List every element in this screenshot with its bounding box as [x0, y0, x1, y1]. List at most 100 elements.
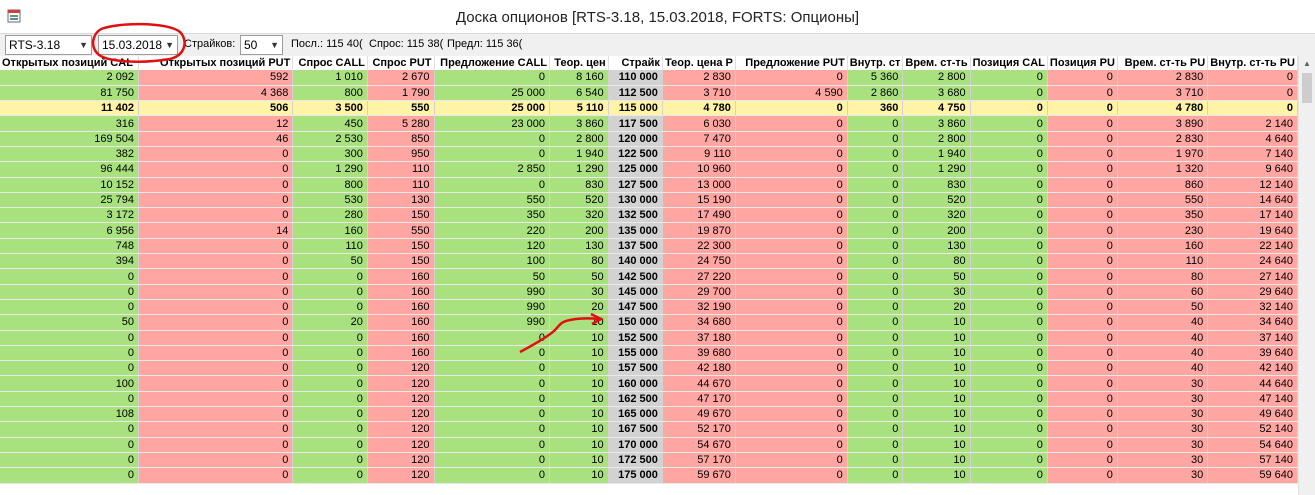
grid-cell[interactable]: 81 750 — [0, 85, 140, 102]
strike-row[interactable]: 382 0 300 950 0 1 940 122 500 9 110 0 0 1 940 0 0 1 9… — [0, 146, 1298, 163]
grid-cell[interactable]: 2 860 — [847, 85, 904, 102]
grid-cell[interactable]: 0 — [138, 345, 294, 362]
column-header[interactable]: Открытых позиций CAL — [0, 56, 140, 70]
grid-cell[interactable]: 40 — [1117, 330, 1209, 346]
grid-cell[interactable]: 0 — [1047, 437, 1118, 453]
grid-cell[interactable]: 0 — [434, 452, 550, 469]
strike-cell[interactable]: 130 000 — [608, 192, 663, 209]
grid-cell[interactable]: 10 — [549, 330, 609, 346]
grid-cell[interactable]: 0 — [970, 467, 1048, 484]
grid-cell[interactable]: 0 — [138, 146, 294, 163]
column-header[interactable]: Внутр. ст-ть PU — [1207, 56, 1298, 70]
grid-cell[interactable]: 0 — [292, 345, 368, 362]
grid-cell[interactable]: 0 — [0, 421, 140, 438]
grid-cell[interactable]: 0 — [292, 268, 368, 285]
grid-cell[interactable]: 29 640 — [1207, 284, 1298, 300]
grid-cell[interactable]: 0 — [847, 314, 904, 331]
grid-cell[interactable]: 0 — [138, 452, 294, 469]
grid-cell[interactable]: 37 180 — [662, 330, 736, 346]
grid-cell[interactable]: 0 — [735, 115, 848, 132]
grid-cell[interactable]: 0 — [970, 146, 1048, 163]
grid-cell[interactable]: 40 — [1117, 314, 1209, 331]
grid-cell[interactable]: 0 — [138, 391, 294, 408]
grid-cell[interactable]: 160 — [367, 330, 435, 346]
grid-cell[interactable]: 8 160 — [549, 70, 609, 86]
strike-cell[interactable]: 117 500 — [608, 115, 663, 132]
grid-cell[interactable]: 29 700 — [662, 284, 736, 300]
grid-cell[interactable]: 800 — [292, 85, 368, 102]
grid-cell[interactable]: 1 790 — [367, 85, 435, 102]
grid-cell[interactable]: 1 290 — [292, 161, 368, 178]
grid-cell[interactable]: 0 — [735, 222, 848, 239]
grid-cell[interactable]: 860 — [1117, 177, 1209, 193]
grid-cell[interactable]: 0 — [970, 421, 1048, 438]
strike-cell[interactable]: 170 000 — [608, 437, 663, 453]
strike-cell[interactable]: 115 000 — [608, 100, 663, 117]
grid-cell[interactable]: 50 — [292, 253, 368, 270]
grid-cell[interactable]: 0 — [1047, 115, 1118, 132]
grid-cell[interactable]: 52 140 — [1207, 421, 1298, 438]
grid-cell[interactable]: 2 830 — [1117, 131, 1209, 147]
grid-cell[interactable]: 3 500 — [292, 100, 368, 117]
grid-cell[interactable]: 10 — [902, 406, 971, 423]
grid-cell[interactable]: 0 — [292, 284, 368, 300]
grid-cell[interactable]: 0 — [138, 314, 294, 331]
grid-cell[interactable]: 11 402 — [0, 100, 140, 117]
grid-cell[interactable]: 0 — [1047, 375, 1118, 392]
grid-cell[interactable]: 0 — [1047, 391, 1118, 408]
chevron-down-icon[interactable]: ▼ — [165, 40, 174, 50]
grid-cell[interactable]: 0 — [847, 222, 904, 239]
column-header[interactable]: Спрос CALL — [292, 56, 368, 70]
grid-cell[interactable]: 0 — [970, 284, 1048, 300]
grid-cell[interactable]: 0 — [1047, 299, 1118, 316]
grid-cell[interactable]: 0 — [292, 375, 368, 392]
grid-cell[interactable]: 0 — [735, 253, 848, 270]
grid-cell[interactable]: 30 — [1117, 375, 1209, 392]
grid-cell[interactable]: 0 — [1047, 406, 1118, 423]
grid-cell[interactable]: 592 — [138, 70, 294, 86]
grid-cell[interactable]: 0 — [292, 467, 368, 484]
grid-cell[interactable]: 50 — [0, 314, 140, 331]
grid-cell[interactable]: 120 — [367, 437, 435, 453]
grid-cell[interactable]: 550 — [1117, 192, 1209, 209]
grid-cell[interactable]: 100 — [434, 253, 550, 270]
grid-cell[interactable]: 15 190 — [662, 192, 736, 209]
scroll-up-icon[interactable]: ▲ — [1303, 59, 1311, 68]
strike-row[interactable]: 81 750 4 368 800 1 790 25 000 6 540 112 500 3 7… — [0, 85, 1298, 102]
grid-cell[interactable]: 39 640 — [1207, 345, 1298, 362]
grid-cell[interactable]: 1 940 — [549, 146, 609, 163]
grid-cell[interactable]: 59 670 — [662, 467, 736, 484]
grid-cell[interactable]: 0 — [970, 207, 1048, 224]
grid-cell[interactable]: 0 — [434, 146, 550, 163]
grid-cell[interactable]: 0 — [138, 253, 294, 270]
grid-cell[interactable]: 0 — [434, 330, 550, 346]
grid-cell[interactable]: 10 — [549, 375, 609, 392]
grid-cell[interactable]: 0 — [292, 421, 368, 438]
strike-row[interactable]: 0 0 0 120 0 10 175 000 59 670 0 0 10 0 0 30 59 640 — [0, 467, 1298, 484]
grid-cell[interactable]: 150 — [367, 238, 435, 255]
strike-cell[interactable]: 172 500 — [608, 452, 663, 469]
instrument-select[interactable]: RTS-3.18 ▼ — [5, 35, 92, 55]
grid-cell[interactable]: 0 — [138, 192, 294, 209]
grid-cell[interactable]: 0 — [138, 161, 294, 178]
grid-cell[interactable]: 0 — [138, 330, 294, 346]
grid-cell[interactable]: 0 — [1047, 330, 1118, 346]
grid-cell[interactable]: 0 — [970, 192, 1048, 209]
grid-cell[interactable]: 25 794 — [0, 192, 140, 209]
grid-cell[interactable]: 0 — [0, 360, 140, 377]
grid-cell[interactable]: 0 — [847, 268, 904, 285]
grid-cell[interactable]: 17 490 — [662, 207, 736, 224]
grid-cell[interactable]: 160 — [367, 299, 435, 316]
grid-cell[interactable]: 160 — [292, 222, 368, 239]
grid-cell[interactable]: 30 — [1117, 421, 1209, 438]
atm-strike-row[interactable]: 11 402 506 3 500 550 25 000 5 110 115 000 4 780… — [0, 100, 1298, 117]
grid-cell[interactable]: 100 — [0, 375, 140, 392]
strike-cell[interactable]: 175 000 — [608, 467, 663, 484]
grid-cell[interactable]: 2 800 — [902, 131, 971, 147]
grid-cell[interactable]: 520 — [902, 192, 971, 209]
grid-cell[interactable]: 0 — [138, 207, 294, 224]
grid-cell[interactable]: 20 — [292, 314, 368, 331]
grid-cell[interactable]: 0 — [0, 437, 140, 453]
grid-cell[interactable]: 5 110 — [549, 100, 609, 117]
grid-cell[interactable]: 830 — [549, 177, 609, 193]
